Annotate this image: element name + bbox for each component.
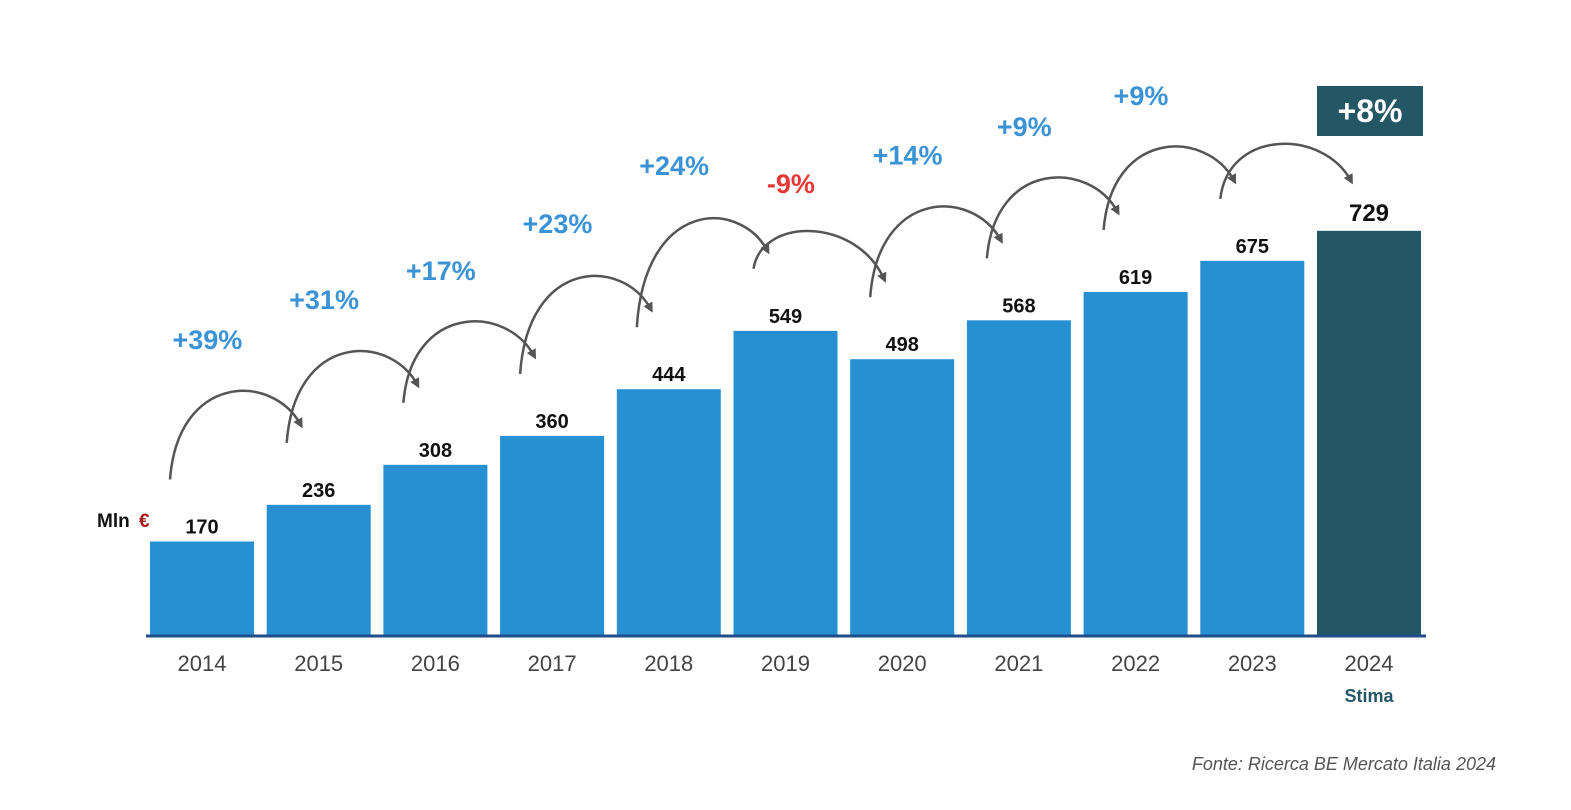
- growth-label-2022: +9%: [997, 112, 1052, 142]
- value-label-2017: 360: [535, 411, 568, 433]
- value-label-2024: 729: [1349, 200, 1389, 227]
- bar-2024: [1317, 230, 1421, 637]
- year-label-2017: 2017: [528, 651, 577, 676]
- growth-arrow-2017-2018: [518, 274, 653, 374]
- source-note: Fonte: Ricerca BE Mercato Italia 2024: [1192, 754, 1496, 774]
- bar-2015: [266, 504, 371, 636]
- growth-label-2021: +14%: [873, 140, 943, 170]
- year-label-2019: 2019: [761, 651, 810, 676]
- year-label-2016: 2016: [411, 651, 460, 676]
- value-label-2023: 675: [1236, 236, 1269, 258]
- bar-2020: [850, 359, 955, 636]
- growth-label-2019: +24%: [639, 151, 709, 181]
- bar-2016: [383, 464, 488, 636]
- growth-label-2017: +17%: [406, 256, 476, 286]
- unit-label: Mln €: [97, 511, 150, 532]
- year-label-2020: 2020: [878, 651, 927, 676]
- year-label-2024: 2024: [1345, 651, 1394, 676]
- year-label-2023: 2023: [1228, 651, 1277, 676]
- growth-arrow-2015-2016: [285, 349, 420, 443]
- year-label-2022: 2022: [1111, 651, 1160, 676]
- euro-symbol: €: [139, 511, 150, 532]
- growth-badge-2024: [1317, 86, 1423, 136]
- growth-label-2024: +8%: [1338, 93, 1403, 129]
- bar-2023: [1200, 260, 1305, 636]
- value-label-2018: 444: [652, 364, 686, 386]
- growth-arrow-2014-2015: [168, 389, 303, 480]
- growth-arrow-2020-2021: [868, 205, 1003, 298]
- value-label-2019: 549: [769, 306, 802, 328]
- growth-arrow-2016-2017: [402, 320, 537, 403]
- bar-2014: [150, 541, 254, 636]
- value-label-2022: 619: [1119, 267, 1152, 289]
- year-label-2018: 2018: [644, 651, 693, 676]
- value-label-2014: 170: [185, 517, 218, 539]
- year-label-2015: 2015: [294, 651, 343, 676]
- bar-2021: [966, 320, 1071, 636]
- bar-2019: [733, 330, 838, 636]
- estimate-note: Stima: [1344, 686, 1394, 706]
- value-label-2021: 568: [1002, 295, 1035, 317]
- value-label-2016: 308: [419, 440, 452, 462]
- growth-arrow-2019-2020: [752, 229, 887, 283]
- growth-label-2020: -9%: [767, 169, 815, 199]
- growth-arrow-2018-2019: [635, 217, 770, 328]
- growth-arrow-2022-2023: [1102, 145, 1237, 231]
- bar-2017: [500, 435, 605, 636]
- value-label-2015: 236: [302, 480, 335, 502]
- growth-label-2015: +39%: [172, 325, 242, 355]
- year-label-2021: 2021: [994, 651, 1043, 676]
- bar-2022: [1083, 291, 1188, 636]
- year-label-2014: 2014: [178, 651, 227, 676]
- value-label-2020: 498: [886, 334, 919, 356]
- growth-label-2018: +23%: [523, 209, 593, 239]
- bar-2018: [616, 389, 721, 636]
- growth-arrow-2021-2022: [985, 176, 1120, 259]
- growth-label-2016: +31%: [289, 285, 359, 315]
- growth-label-2023: +9%: [1114, 81, 1169, 111]
- growth-arrow-2023-2024: [1219, 142, 1353, 199]
